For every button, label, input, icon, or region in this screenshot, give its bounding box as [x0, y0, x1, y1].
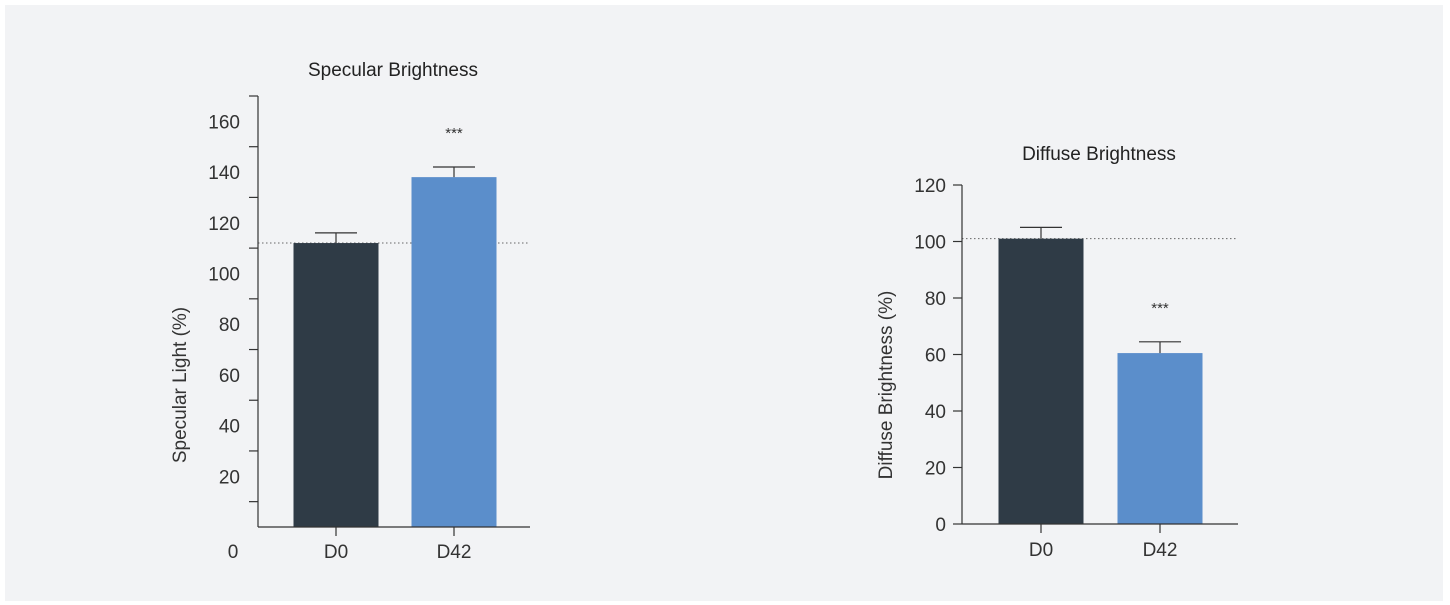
- chart1-y-tick-label: 60: [219, 366, 240, 387]
- chart1-y-tick-label: 20: [219, 467, 240, 488]
- chart2-y-tick-label: 0: [935, 515, 946, 536]
- chart2-x-tick-label-d42: D42: [1143, 540, 1178, 561]
- chart2-bar-d42: [1117, 353, 1203, 524]
- chart1-y-tick-label: 160: [208, 112, 240, 133]
- chart2-x-tick-label-d0: D0: [1029, 540, 1053, 561]
- chart1-title: Specular Brightness: [308, 60, 478, 81]
- chart2-y-tick-label: 40: [925, 402, 946, 423]
- chart2-y-axis-label: Diffuse Brightness (%): [876, 291, 897, 480]
- chart1-bar-d0: [293, 243, 379, 527]
- figure-background: [5, 5, 1443, 601]
- chart1-y-tick-label: 40: [219, 417, 240, 438]
- chart2-y-tick-label: 100: [914, 233, 946, 254]
- chart1-y-tick-label: 0: [228, 542, 239, 563]
- chart1-x-tick-label-d42: D42: [437, 542, 472, 563]
- chart2-bar-d0: [998, 238, 1084, 525]
- chart2-y-tick-label: 120: [914, 176, 946, 197]
- chart2-y-tick-label: 60: [925, 346, 946, 367]
- chart1-bar-d42: [411, 177, 497, 528]
- chart1-y-tick-label: 120: [208, 214, 240, 235]
- chart1-y-tick-label: 140: [208, 163, 240, 184]
- chart2-y-tick-label: 20: [925, 459, 946, 480]
- chart1-x-tick-label-d0: D0: [324, 542, 348, 563]
- chart2-y-tick-label: 80: [925, 289, 946, 310]
- chart2-significance-label-d42: ***: [1151, 300, 1169, 317]
- chart1-significance-label-d42: ***: [445, 125, 463, 142]
- chart1-y-axis-label: Specular Light (%): [170, 307, 191, 463]
- chart1-y-tick-label: 100: [208, 264, 240, 285]
- chart1-y-tick-label: 80: [219, 315, 240, 336]
- chart2-title: Diffuse Brightness: [1022, 144, 1176, 165]
